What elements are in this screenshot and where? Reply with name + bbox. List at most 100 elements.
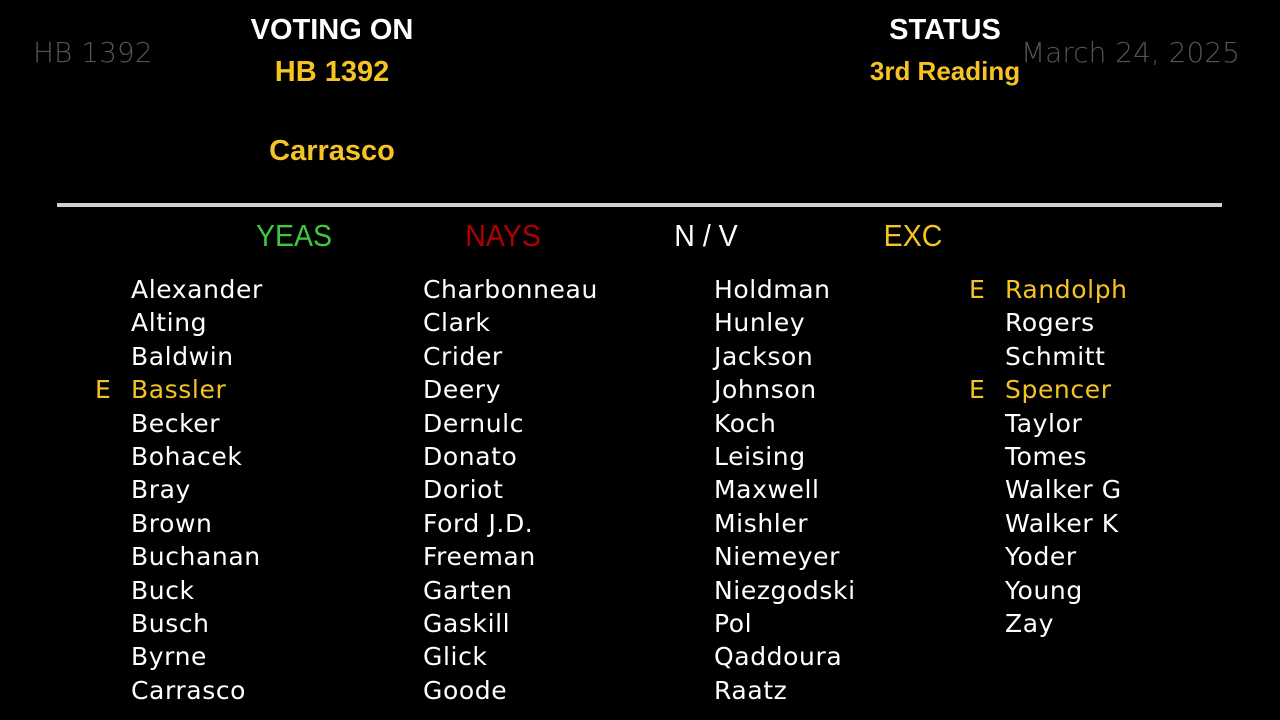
legislator-row: Alting [131,306,263,339]
legislator-name: Byrne [131,642,208,672]
legislator-row: Ford J.D. [423,507,598,540]
bill-number-left: HB 1392 [33,36,153,69]
legislator-name: Freeman [423,542,536,572]
excused-marker: E [95,375,112,405]
legislator-row: Zay [1005,607,1128,640]
legislator-name: Buck [131,575,195,605]
legislator-row: Brown [131,507,263,540]
legislator-name: Pol [714,608,753,638]
legislator-name: Raatz [714,675,788,705]
column-header-nv: N / V [674,218,738,253]
legislator-row: Walker K [1005,507,1128,540]
legislator-row: Johnson [714,373,856,406]
legislator-row: Clark [423,306,598,339]
legislator-name: Maxwell [714,475,820,505]
legislator-name: Niezgodski [714,575,856,605]
legislator-row: Rogers [1005,306,1128,339]
legislator-row: Carrasco [131,674,263,707]
bill-number: HB 1392 [274,56,390,88]
legislator-name: Young [1005,575,1083,605]
legislator-name: Spencer [1005,375,1112,405]
legislator-row: Leising [714,440,856,473]
legislator-row: Garten [423,574,598,607]
legislator-name: Carrasco [131,675,247,705]
legislator-name: Brown [131,508,213,538]
legislator-name: Bray [131,475,191,505]
status-label: STATUS [889,14,1001,46]
legislator-name: Jackson [714,341,814,371]
excused-marker: E [969,275,986,304]
name-column-4: E Randolph Rogers Schmitt E Spencer Taylor Tome… [969,273,1128,640]
legislator-name: Hunley [714,308,806,338]
legislator-name: Doriot [423,475,504,505]
legislator-name: Yoder [1005,542,1077,572]
legislator-row: E Randolph [969,273,1128,306]
voting-on-label: VOTING ON [250,14,414,46]
legislator-row: Gaskill [423,607,598,640]
legislator-name: Bassler [131,375,227,405]
name-column-1: Alexander Alting Baldwin E Bassler Becker Boha… [95,273,263,707]
legislator-row: Koch [714,407,856,440]
legislator-row: E Bassler [95,373,263,406]
legislator-row: Buchanan [131,540,263,573]
legislator-row: Pol [714,607,856,640]
legislator-name: Koch [714,408,777,438]
legislator-row: Deery [423,373,598,406]
legislator-name: Dernulc [423,408,525,438]
legislator-row: Young [1005,574,1128,607]
legislator-name: Tomes [1005,441,1088,471]
legislator-row: Tomes [1005,440,1128,473]
legislator-name: Walker K [1005,508,1119,538]
divider [57,203,1222,207]
legislator-name: Alting [131,308,208,338]
legislator-name: Becker [131,408,221,438]
legislator-row: Qaddoura [714,640,856,673]
legislator-name: Garten [423,575,513,605]
legislator-name: Baldwin [131,341,234,371]
legislator-name: Donato [423,441,518,471]
legislator-row: Freeman [423,540,598,573]
vote-date: March 24, 2025 [1021,36,1240,69]
legislator-name: Rogers [1005,308,1095,338]
legislator-name: Deery [423,375,502,405]
legislator-row: Glick [423,640,598,673]
legislator-name: Zay [1005,608,1055,638]
legislator-name: Glick [423,642,488,672]
legislator-name: Randolph [1005,275,1128,304]
legislator-row: Holdman [714,273,856,306]
legislator-name: Johnson [714,375,817,405]
legislator-row: Walker G [1005,473,1128,506]
legislator-row: Becker [131,407,263,440]
legislator-name: Alexander [131,275,263,304]
name-column-2: Charbonneau Clark Crider Deery Dernulc Donato… [423,273,598,707]
legislator-row: Maxwell [714,473,856,506]
legislator-row: Doriot [423,473,598,506]
legislator-name: Charbonneau [423,275,598,304]
legislator-name: Walker G [1005,475,1122,505]
excused-marker: E [969,375,986,405]
legislator-row: Mishler [714,507,856,540]
legislator-name: Ford J.D. [423,508,534,538]
name-column-3: Holdman Hunley Jackson Johnson Koch Leising Ma… [714,273,856,707]
legislator-row: Bray [131,473,263,506]
legislator-name: Busch [131,608,210,638]
legislator-name: Crider [423,341,503,371]
column-header-nays: NAYS [465,218,541,253]
legislator-row: Crider [423,340,598,373]
legislator-row: Dernulc [423,407,598,440]
legislator-name: Gaskill [423,608,511,638]
legislator-name: Holdman [714,275,831,304]
legislator-name: Mishler [714,508,809,538]
legislator-row: Schmitt [1005,340,1128,373]
legislator-row: Raatz [714,674,856,707]
legislator-name: Buchanan [131,542,261,572]
column-header-exc: EXC [883,218,943,253]
legislator-name: Taylor [1005,408,1083,438]
legislator-row: Alexander [131,273,263,306]
legislator-row: Jackson [714,340,856,373]
legislator-row: Buck [131,574,263,607]
legislator-row: Byrne [131,640,263,673]
legislator-name: Schmitt [1005,341,1106,371]
legislator-row: Taylor [1005,407,1128,440]
column-header-yeas: YEAS [255,218,333,253]
